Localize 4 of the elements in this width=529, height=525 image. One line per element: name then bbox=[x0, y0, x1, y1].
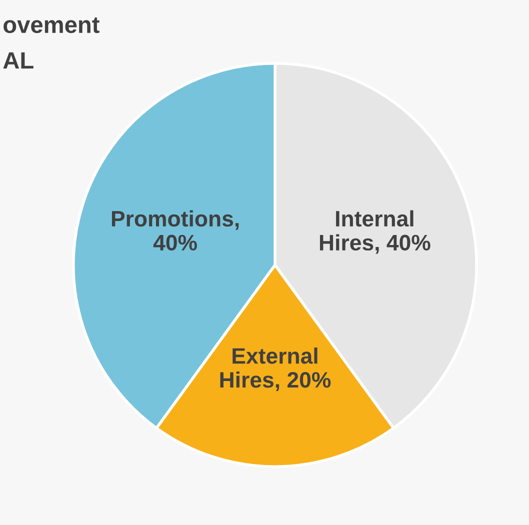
slice-label: Internal Hires, 40% bbox=[320, 210, 430, 254]
chart-title: ovement AL bbox=[3, 17, 100, 69]
slice-label: Promotions, 40% bbox=[112, 210, 239, 251]
slice-label: External Hires, 20% bbox=[220, 348, 331, 391]
